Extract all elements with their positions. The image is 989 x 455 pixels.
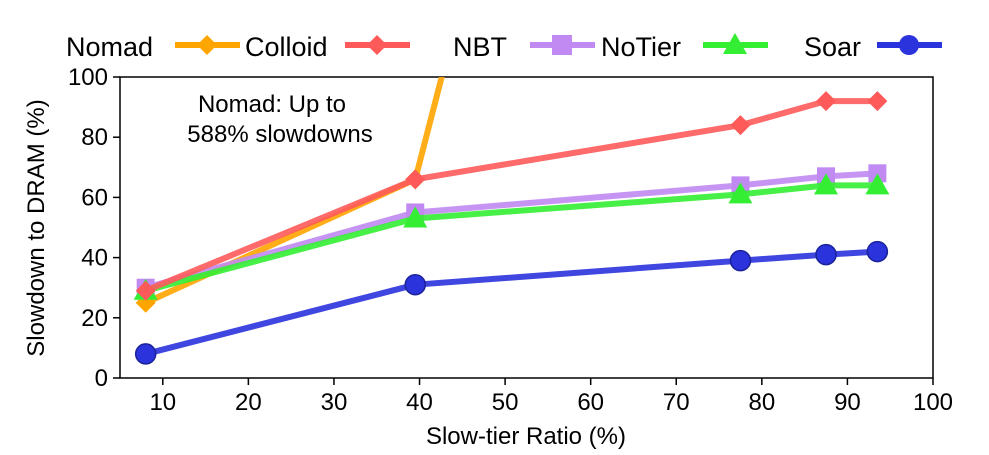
point-notier-4 [865, 173, 890, 195]
point-soar-3 [815, 243, 837, 266]
x-tick-label-20: 20 [235, 389, 262, 416]
x-tick-label-80: 80 [748, 389, 775, 416]
point-soar-0 [134, 343, 157, 365]
series-layer [133, 77, 890, 365]
point-soar-2 [729, 249, 752, 272]
x-tick-label-90: 90 [834, 389, 861, 416]
x-axis: 10 20 30 40 50 60 70 80 90 100 [149, 378, 953, 416]
series-line-nomad [142, 77, 445, 306]
point-colloid-3 [816, 91, 837, 112]
y-tick-label-20: 20 [81, 305, 108, 332]
point-colloid-4 [867, 91, 888, 112]
y-tick-label-40: 40 [81, 245, 108, 272]
x-tick-label-100: 100 [913, 389, 953, 416]
legend-label-nomad: Nomad [66, 32, 153, 62]
point-colloid-0 [135, 280, 156, 301]
legend-swatch-colloid [345, 35, 410, 55]
x-tick-label-40: 40 [406, 389, 433, 416]
legend-swatch-soar [877, 35, 942, 55]
x-tick-label-30: 30 [321, 389, 348, 416]
legend: Nomad Colloid NBT NoTier Soar [66, 32, 942, 62]
point-colloid-1 [405, 169, 426, 190]
plot-frame [119, 76, 934, 379]
x-tick-label-50: 50 [492, 389, 519, 416]
legend-swatch-nbt [530, 35, 595, 55]
legend-swatch-nomad [175, 35, 240, 55]
point-notier-3 [814, 173, 839, 195]
point-soar-4 [866, 240, 889, 263]
series-line-soar [142, 248, 881, 357]
legend-label-soar: Soar [804, 32, 861, 62]
legend-label-nbt: NBT [453, 32, 507, 62]
legend-label-colloid: Colloid [245, 32, 328, 62]
point-soar-1 [404, 273, 426, 296]
y-tick-label-0: 0 [95, 365, 108, 392]
point-colloid-2 [730, 115, 751, 136]
x-tick-label-60: 60 [577, 389, 604, 416]
y-tick-label-100: 100 [68, 64, 108, 91]
x-tick-label-10: 10 [149, 389, 176, 416]
y-axis: 0 20 40 60 80 100 [68, 64, 120, 392]
y-axis-title: Slowdown to DRAM (%) [23, 99, 50, 356]
y-tick-label-60: 60 [81, 184, 108, 211]
y-tick-label-80: 80 [81, 124, 108, 151]
legend-label-notier: NoTier [601, 32, 681, 62]
point-notier-1 [403, 206, 428, 228]
annotation-line-1: Nomad: Up to [198, 91, 346, 118]
x-axis-title: Slow-tier Ratio (%) [426, 423, 626, 450]
legend-swatch-notier [703, 33, 768, 54]
annotation-line-2: 588% slowdowns [187, 121, 372, 148]
point-notier-2 [728, 182, 753, 204]
x-tick-label-70: 70 [663, 389, 690, 416]
point-nbt-4 [868, 164, 887, 183]
